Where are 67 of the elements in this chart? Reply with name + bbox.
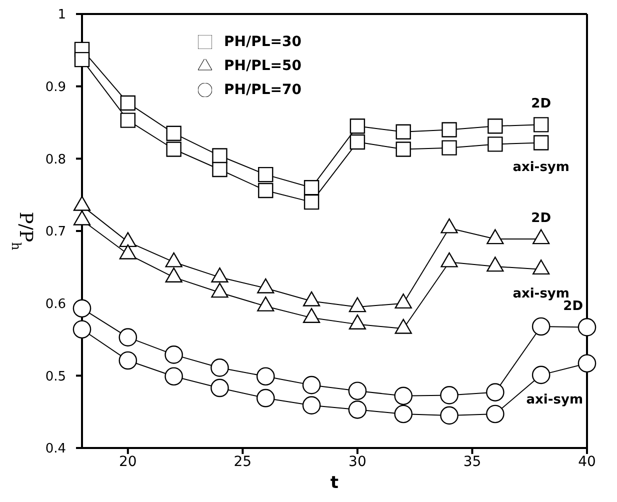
- point: [72, 320, 92, 339]
- point: [166, 126, 182, 141]
- point: [212, 162, 228, 178]
- point: [394, 404, 413, 424]
- legend-label: PH/PL=70: [224, 82, 302, 98]
- point: [486, 404, 504, 424]
- point: [396, 124, 411, 140]
- y-tick-label: 0.7: [45, 224, 66, 240]
- point: [256, 367, 275, 386]
- y-tick-label: 0.5: [45, 369, 66, 384]
- point: [440, 386, 458, 404]
- y-tick-label: 0.8: [45, 152, 66, 168]
- x-tick-label: 35: [463, 454, 482, 470]
- annotation: axi-sym: [512, 160, 570, 175]
- point: [486, 383, 504, 402]
- legend-label: PH/PL=30: [224, 34, 302, 50]
- point: [533, 117, 549, 132]
- point: [394, 386, 413, 406]
- point: [256, 388, 275, 408]
- x-tick-label: 25: [234, 454, 252, 470]
- point: [442, 122, 457, 138]
- point: [258, 182, 274, 198]
- point: [120, 95, 136, 111]
- point: [212, 148, 228, 164]
- y-tick-label: 0.9: [45, 80, 66, 95]
- x-tick-label: 20: [118, 454, 137, 470]
- point: [578, 354, 596, 373]
- x-tick-label: 30: [348, 454, 366, 470]
- point: [532, 366, 550, 384]
- point: [440, 406, 458, 425]
- y-tick-label: 0.6: [45, 296, 66, 312]
- point: [304, 194, 320, 210]
- legend-label: PH/PL=50: [224, 58, 302, 74]
- annotation: axi-sym: [512, 286, 570, 302]
- point: [488, 118, 503, 134]
- point: [532, 317, 550, 336]
- point: [350, 118, 366, 134]
- point: [348, 382, 367, 400]
- point: [348, 400, 367, 419]
- y-tick-label: 0.4: [45, 442, 66, 457]
- point: [74, 52, 90, 68]
- point: [396, 142, 411, 157]
- point: [164, 346, 183, 364]
- annotation: 2D: [531, 96, 552, 112]
- point: [72, 299, 92, 318]
- point: [304, 180, 320, 196]
- annotation: axi-sym: [526, 392, 583, 408]
- point: [302, 396, 321, 414]
- point: [442, 140, 457, 156]
- point: [118, 351, 138, 370]
- annotation: 2D: [563, 299, 584, 314]
- point: [350, 134, 366, 150]
- x-tick-label: 40: [578, 454, 596, 470]
- annotation: 2D: [531, 210, 552, 226]
- point: [118, 328, 138, 346]
- point: [488, 136, 503, 152]
- point: [120, 112, 136, 128]
- x-axis-title: t: [330, 473, 339, 493]
- point: [258, 166, 274, 182]
- point: [302, 376, 321, 394]
- point: [210, 378, 229, 398]
- point: [578, 318, 596, 336]
- point: [166, 142, 182, 157]
- y-tick-label: 1: [58, 8, 66, 23]
- point: [164, 367, 183, 386]
- point: [533, 135, 549, 150]
- point: [210, 358, 229, 377]
